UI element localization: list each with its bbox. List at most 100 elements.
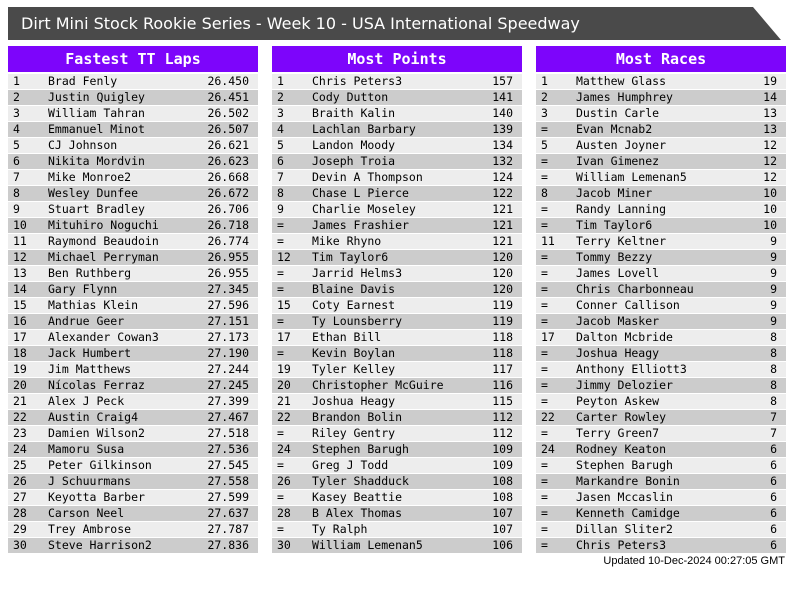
table-row: = James Frashier 121 (272, 218, 522, 233)
row-rank: 8 (541, 186, 548, 200)
table-row: = Peyton Askew 8 (536, 394, 786, 409)
row-value: 27.558 (207, 474, 249, 488)
row-name: Kasey Beattie (312, 490, 403, 504)
row-rank: 20 (13, 378, 27, 392)
table-row: = Terry Green7 7 (536, 426, 786, 441)
table-row: = Blaine Davis 120 (272, 282, 522, 297)
row-name: Mathias Klein (48, 298, 139, 312)
table-row: 9 Charlie Moseley 121 (272, 202, 522, 217)
row-name: James Frashier (312, 218, 409, 232)
row-rank: 28 (277, 506, 291, 520)
row-value: 27.836 (207, 538, 249, 552)
row-name: Steve Harrison2 (48, 538, 152, 552)
row-name: Jasen Mccaslin (576, 490, 673, 504)
row-rank: 1 (13, 74, 20, 88)
row-value: 26.451 (207, 90, 249, 104)
table-row: 6 Joseph Troia 132 (272, 154, 522, 169)
row-rank: = (541, 522, 548, 536)
row-value: 9 (770, 234, 777, 248)
row-value: 120 (492, 266, 513, 280)
table-row: 15 Mathias Klein 27.596 (8, 298, 258, 313)
row-rank: 22 (13, 410, 27, 424)
row-name: Jimmy Delozier (576, 378, 673, 392)
row-name: Jarrid Helms3 (312, 266, 403, 280)
row-value: 9 (770, 282, 777, 296)
row-rank: 6 (13, 154, 20, 168)
row-name: Gary Flynn (48, 282, 118, 296)
table-row: 9 Stuart Bradley 26.706 (8, 202, 258, 217)
row-name: Ivan Gimenez (576, 154, 660, 168)
table-row: 1 Chris Peters3 157 (272, 74, 522, 89)
row-name: Cody Dutton (312, 90, 389, 104)
row-rank: = (541, 490, 548, 504)
table-row: 17 Dalton Mcbride 8 (536, 330, 786, 345)
row-name: Tyler Kelley (312, 362, 396, 376)
table-row: 14 Gary Flynn 27.345 (8, 282, 258, 297)
row-name: Andrue Geer (48, 314, 125, 328)
row-rank: 22 (277, 410, 291, 424)
row-name: Austin Craig4 (48, 410, 139, 424)
table-row: = Greg J Todd 109 (272, 458, 522, 473)
row-value: 12 (763, 170, 777, 184)
row-rank: 14 (13, 282, 27, 296)
row-name: Lachlan Barbary (312, 122, 416, 136)
table-row: 17 Ethan Bill 118 (272, 330, 522, 345)
row-name: Mike Rhyno (312, 234, 382, 248)
row-name: J Schuurmans (48, 474, 132, 488)
row-name: Carter Rowley (576, 410, 667, 424)
row-name: Kevin Boylan (312, 346, 396, 360)
row-value: 117 (492, 362, 513, 376)
row-rank: 15 (277, 298, 291, 312)
row-rank: = (277, 266, 284, 280)
row-name: Brandon Bolin (312, 410, 403, 424)
row-value: 27.467 (207, 410, 249, 424)
row-rank: 7 (277, 170, 284, 184)
row-value: 121 (492, 218, 513, 232)
row-value: 9 (770, 250, 777, 264)
row-value: 108 (492, 474, 513, 488)
row-value: 8 (770, 346, 777, 360)
table-row: 27 Keyotta Barber 27.599 (8, 490, 258, 505)
row-rank: 22 (541, 410, 555, 424)
table-row: = Jacob Masker 9 (536, 314, 786, 329)
row-value: 107 (492, 506, 513, 520)
table-rows-most-races: 1 Matthew Glass 19 2 James Humphrey 14 3 Dustin… (536, 74, 786, 553)
row-value: 12 (763, 154, 777, 168)
row-name: Raymond Beaudoin (48, 234, 159, 248)
row-name: Nikita Mordvin (48, 154, 145, 168)
row-value: 132 (492, 154, 513, 168)
row-value: 19 (763, 74, 777, 88)
row-value: 26.955 (207, 266, 249, 280)
row-value: 26.774 (207, 234, 249, 248)
row-value: 10 (763, 186, 777, 200)
page-title: Dirt Mini Stock Rookie Series - Week 10 … (21, 14, 580, 33)
row-value: 27.345 (207, 282, 249, 296)
row-rank: = (541, 426, 548, 440)
row-rank: 30 (13, 538, 27, 552)
row-value: 112 (492, 410, 513, 424)
row-name: William Tahran (48, 106, 145, 120)
row-value: 26.718 (207, 218, 249, 232)
row-value: 10 (763, 202, 777, 216)
row-name: Randy Lanning (576, 202, 667, 216)
table-row: 2 Cody Dutton 141 (272, 90, 522, 105)
row-name: Kenneth Camidge (576, 506, 680, 520)
table-row: 12 Tim Taylor6 120 (272, 250, 522, 265)
row-value: 108 (492, 490, 513, 504)
row-name: Tommy Bezzy (576, 250, 653, 264)
row-value: 6 (770, 538, 777, 552)
row-value: 27.245 (207, 378, 249, 392)
row-value: 26.507 (207, 122, 249, 136)
table-row: 5 Landon Moody 134 (272, 138, 522, 153)
table-row: = Kevin Boylan 118 (272, 346, 522, 361)
table-row: 8 Chase L Pierce 122 (272, 186, 522, 201)
row-rank: = (277, 218, 284, 232)
table-row: 2 James Humphrey 14 (536, 90, 786, 105)
row-rank: 25 (13, 458, 27, 472)
row-rank: = (541, 474, 548, 488)
table-row: = Jimmy Delozier 8 (536, 378, 786, 393)
row-rank: = (541, 250, 548, 264)
row-name: Ben Ruthberg (48, 266, 132, 280)
table-row: 24 Stephen Barugh 109 (272, 442, 522, 457)
row-name: Anthony Elliott3 (576, 362, 687, 376)
